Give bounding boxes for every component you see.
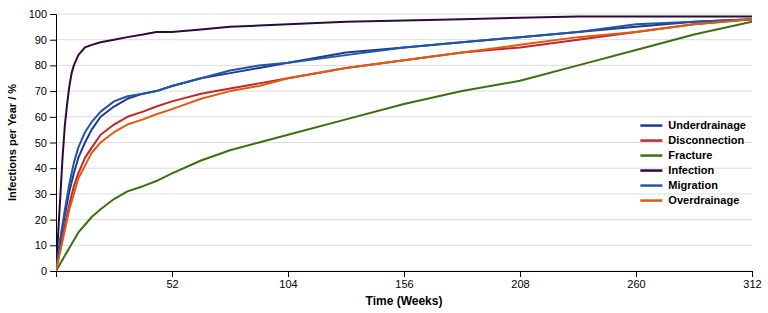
series-line [56, 19, 752, 271]
legend-swatch [640, 169, 662, 172]
y-axis: 0 10 20 30 40 50 60 70 80 90 100 [29, 8, 57, 277]
y-axis-tick-label: 40 [35, 162, 47, 174]
y-axis-tick-mark [50, 194, 56, 195]
legend-label: Infection [668, 164, 714, 176]
grid [56, 14, 752, 271]
legend-item: Underdrainage [640, 119, 746, 131]
grid-line [56, 193, 752, 194]
legend-swatch [640, 139, 662, 142]
y-axis-tick: 80 [35, 59, 56, 71]
legend-item: Migration [640, 179, 718, 191]
x-axis-tick: 260 [627, 271, 645, 290]
series-line [56, 19, 752, 271]
x-axis-title: Time (Weeks) [366, 294, 443, 308]
y-axis-tick-label: 60 [35, 111, 47, 123]
legend-swatch [640, 124, 662, 127]
series-line [56, 22, 752, 271]
x-axis-tick-label: 156 [395, 278, 413, 290]
x-axis-tick-mark [404, 271, 405, 277]
series-line [56, 19, 752, 271]
x-axis-tick-mark [520, 271, 521, 277]
y-axis-tick-mark [50, 14, 56, 15]
y-axis-tick-label: 70 [35, 85, 47, 97]
legend-item: Infection [640, 164, 714, 176]
y-axis-tick-label: 30 [35, 188, 47, 200]
grid-line [56, 142, 752, 143]
y-axis-tick: 50 [35, 137, 56, 149]
y-axis-tick-mark [50, 65, 56, 66]
x-axis-tick-label: 260 [627, 278, 645, 290]
y-axis-tick-mark [50, 220, 56, 221]
y-axis-tick: 10 [35, 239, 56, 251]
y-axis-tick-mark [50, 168, 56, 169]
y-axis-tick-mark [50, 40, 56, 41]
series-line [56, 17, 752, 271]
y-axis-tick-mark [50, 245, 56, 246]
x-axis-tick-label: 104 [279, 278, 297, 290]
x-axis-tick: 208 [511, 271, 529, 290]
legend-label: Migration [668, 179, 718, 191]
x-axis-tick: 52 [166, 271, 178, 290]
y-axis-tick: 0 [41, 265, 56, 277]
y-axis-tick-label: 90 [35, 34, 47, 46]
y-axis-tick-mark [50, 117, 56, 118]
legend-swatch [640, 154, 662, 157]
legend-item: Fracture [640, 149, 712, 161]
legend-item: Overdrainage [640, 194, 739, 206]
y-axis-tick-label: 100 [29, 8, 47, 20]
grid-line [56, 65, 752, 66]
y-axis-tick-mark [50, 271, 56, 272]
x-axis-tick-label: 208 [511, 278, 529, 290]
legend-label: Underdrainage [668, 119, 746, 131]
y-axis-tick-label: 20 [35, 214, 47, 226]
x-axis-tick: 104 [279, 271, 297, 290]
y-axis-tick: 90 [35, 34, 56, 46]
legend-item: Disconnection [640, 134, 744, 146]
chart: 52 104 156 208 260 312 0 10 20 30 40 50 60 70 80 90 100 T… [0, 0, 768, 313]
x-axis-line [57, 272, 753, 278]
legend-label: Disconnection [668, 134, 744, 146]
y-axis-tick-label: 0 [41, 265, 47, 277]
legend-label: Overdrainage [668, 194, 739, 206]
grid-line [56, 245, 752, 246]
y-axis-tick-mark [50, 143, 56, 144]
y-axis-tick: 60 [35, 111, 56, 123]
y-axis-tick-label: 50 [35, 137, 47, 149]
grid-line [56, 116, 752, 117]
y-axis-tick-label: 10 [35, 239, 47, 251]
grid-line [56, 14, 752, 15]
grid-line [56, 168, 752, 169]
series-line [56, 19, 752, 271]
grid-line [56, 219, 752, 220]
x-axis-tick-mark [172, 271, 173, 277]
legend-label: Fracture [668, 149, 712, 161]
y-axis-line [50, 15, 57, 272]
y-axis-tick: 20 [35, 214, 56, 226]
x-axis-tick-mark [288, 271, 289, 277]
y-axis-tick: 70 [35, 85, 56, 97]
legend-swatch [640, 184, 662, 187]
y-axis-tick-label: 80 [35, 59, 47, 71]
x-axis-tick-mark [636, 271, 637, 277]
x-axis-tick-mark [752, 271, 753, 277]
plot: 52 104 156 208 260 312 0 10 20 30 40 50 60 70 80 90 100 T… [6, 8, 762, 308]
legend-swatch [640, 199, 662, 202]
x-axis-tick-label: 52 [166, 278, 178, 290]
grid-line [56, 39, 752, 40]
x-axis-tick: 156 [395, 271, 413, 290]
lines [56, 17, 752, 271]
y-axis-tick: 30 [35, 188, 56, 200]
x-axis-tick-label: 312 [743, 278, 761, 290]
y-axis-title: Infections per Year / % [6, 84, 18, 201]
y-axis-tick: 40 [35, 162, 56, 174]
y-axis-tick-mark [50, 91, 56, 92]
legend: Underdrainage Disconnection Fracture Infect… [640, 119, 746, 206]
x-axis-tick: 312 [743, 271, 761, 290]
y-axis-tick: 100 [29, 8, 56, 20]
x-axis: 52 104 156 208 260 312 [57, 271, 762, 290]
